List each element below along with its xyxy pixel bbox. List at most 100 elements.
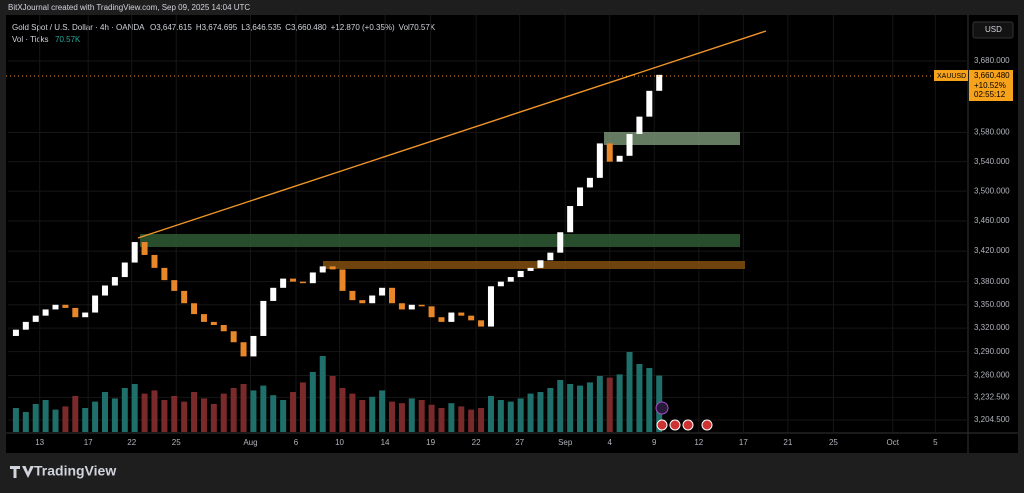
x-tick-label: 6 [294, 438, 299, 447]
support-zone [323, 261, 745, 269]
flag-icon[interactable] [701, 419, 713, 431]
volume-bar [606, 377, 613, 432]
volume-bar [210, 404, 217, 432]
candle [497, 281, 504, 287]
flag-icon[interactable] [656, 419, 668, 431]
candle [586, 177, 593, 188]
candle [458, 312, 465, 316]
currency: USD [985, 25, 1002, 34]
candle [656, 74, 663, 91]
volume-bar [319, 356, 326, 432]
volume-bar [507, 401, 514, 432]
y-tick-label: 3,232.500 [974, 393, 1010, 402]
volume-bar [398, 403, 405, 432]
demand-zone [140, 234, 740, 247]
candle [487, 286, 494, 327]
volume-bar [487, 396, 494, 432]
y-tick-label: 3,460.000 [974, 216, 1010, 225]
candle [62, 304, 69, 308]
candle [527, 267, 534, 271]
candle [577, 187, 584, 207]
candle [280, 278, 287, 288]
candle [309, 272, 316, 284]
volume-bar [62, 406, 69, 432]
candle [349, 290, 356, 301]
volume-bar [458, 406, 465, 432]
volume-bar [497, 400, 504, 432]
volume-bar [309, 372, 316, 432]
volume-bar [646, 368, 653, 432]
candle [408, 304, 415, 310]
volume-bar [557, 380, 564, 432]
candle [438, 317, 445, 322]
x-tick-label: 5 [933, 438, 938, 447]
volume-bar [220, 393, 227, 432]
volume-bar [408, 398, 415, 432]
ohlc-label: C [285, 23, 291, 32]
x-tick-label: 10 [335, 438, 344, 447]
volume-bar [448, 403, 455, 432]
volume-bar [181, 401, 188, 432]
symbol-tag-box [934, 70, 968, 81]
volume-bar [369, 396, 376, 432]
candle [636, 116, 643, 134]
volume-bar [72, 396, 79, 432]
candle [299, 281, 306, 284]
y-tick-label: 3,500.000 [974, 186, 1010, 195]
candle [339, 269, 346, 291]
volume-bar [517, 398, 524, 432]
volume-bar [616, 374, 623, 432]
volume-bar [32, 404, 39, 432]
candle [369, 295, 376, 304]
volume-bar [191, 392, 198, 432]
candle [32, 315, 39, 322]
candle [359, 300, 366, 304]
ohlc-value: 70.57K [410, 23, 436, 32]
x-tick-label: Aug [243, 438, 257, 447]
candle [111, 277, 118, 286]
y-tick-label: 3,204.500 [974, 415, 1010, 424]
volume-bar [329, 376, 336, 432]
ohlc-label: Vol [399, 23, 410, 32]
candle [596, 143, 603, 178]
candle [626, 133, 633, 156]
volume-bar [379, 390, 386, 432]
candle [468, 315, 475, 321]
ohlc-value: 3,647.615 [156, 23, 192, 32]
volume-bar [121, 388, 128, 432]
candle [12, 329, 19, 336]
volume-bar [428, 404, 435, 432]
candle [171, 280, 178, 291]
candle [151, 254, 158, 268]
y-tick-label: 3,580.000 [974, 128, 1010, 137]
logo-mark [10, 466, 34, 478]
last-price: 3,660.480 [974, 71, 1010, 80]
x-tick-label: 25 [172, 438, 181, 447]
volume-bar [527, 393, 534, 432]
volume-bar [299, 382, 306, 432]
y-tick-label: 3,320.000 [974, 323, 1010, 332]
candle [22, 321, 29, 330]
candle [418, 304, 425, 307]
event-icon[interactable] [655, 401, 669, 415]
flag-icon[interactable] [669, 419, 681, 431]
x-tick-label: Oct [887, 438, 900, 447]
volume-bar [92, 401, 99, 432]
flag-icon[interactable] [682, 419, 694, 431]
volume-bar [52, 409, 59, 432]
y-tick-label: 3,290.000 [974, 347, 1010, 356]
volume-legend-value: 70.57K [55, 35, 81, 44]
candle [290, 278, 297, 282]
currency-box[interactable] [972, 21, 1014, 39]
candle [250, 335, 257, 357]
x-tick-label: 21 [783, 438, 792, 447]
volume-bar [131, 384, 138, 432]
x-tick-label: 9 [652, 438, 657, 447]
ohlc-value: 3,660.480 [291, 23, 327, 32]
volume-bar [577, 385, 584, 432]
x-tick-label: 22 [472, 438, 481, 447]
candle [72, 307, 79, 318]
countdown: 02:55:12 [974, 90, 1006, 99]
x-tick-label: 14 [381, 438, 390, 447]
y-tick-label: 3,540.000 [974, 157, 1010, 166]
